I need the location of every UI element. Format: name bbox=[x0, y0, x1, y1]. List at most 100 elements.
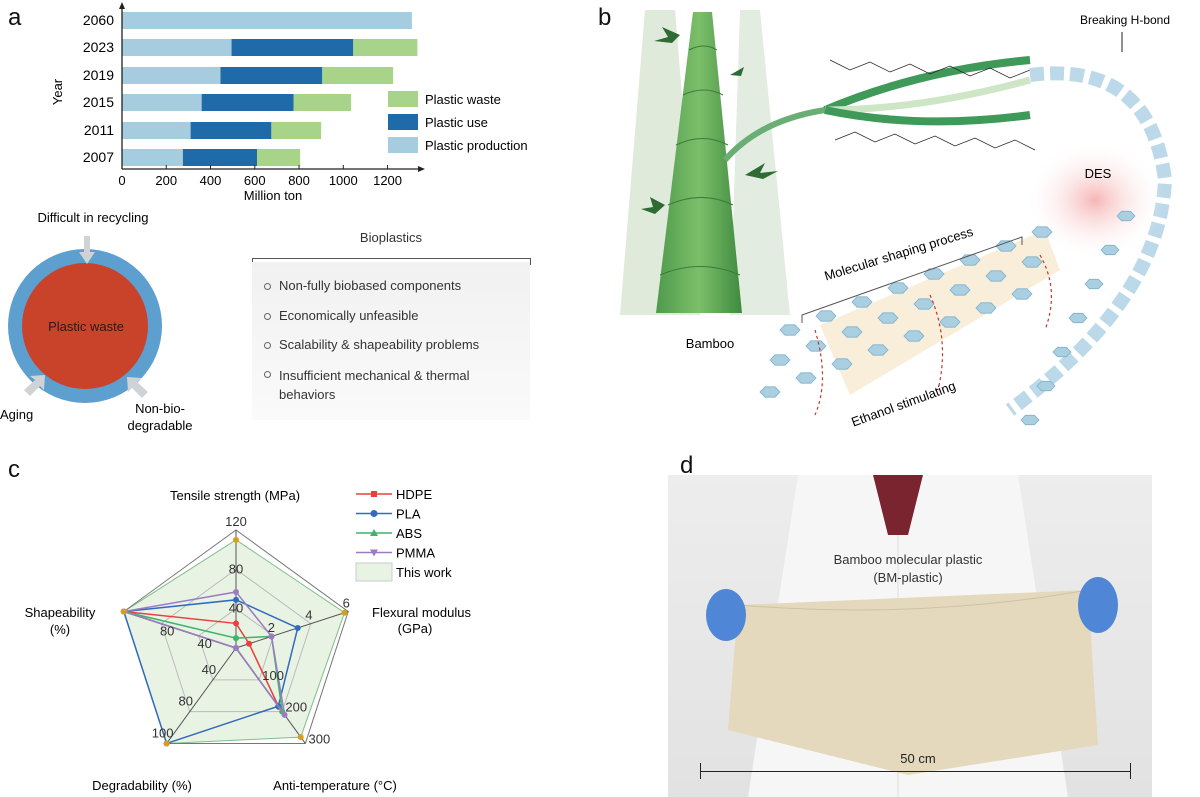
axis-label-shapeability-unit: (%) bbox=[50, 622, 70, 637]
shirt bbox=[873, 475, 923, 535]
hexagon bbox=[959, 254, 981, 266]
hexagon bbox=[923, 268, 945, 280]
hexagon bbox=[1100, 244, 1120, 256]
shaping-bracket bbox=[801, 236, 1023, 323]
point-pla bbox=[294, 624, 301, 631]
bar-2011-plastic-production bbox=[122, 122, 191, 139]
plastic-sheet bbox=[728, 590, 1098, 775]
bar-2007-plastic-production bbox=[122, 149, 183, 166]
bio-item: Scalability & shapeability problems bbox=[264, 337, 479, 352]
point-hdpe bbox=[233, 620, 239, 627]
x-tick-label: 1200 bbox=[373, 173, 402, 188]
hexagon bbox=[1031, 226, 1053, 238]
radar-tick-label: 40 bbox=[202, 662, 216, 677]
hexagon bbox=[831, 358, 853, 370]
series-pla-line bbox=[122, 599, 299, 745]
plastic-waste-label: Plastic waste bbox=[48, 319, 124, 334]
legend-label: Plastic use bbox=[425, 115, 488, 130]
breaking-hbond-label: Breaking H-bond bbox=[1080, 13, 1170, 27]
hexagon bbox=[1068, 312, 1088, 324]
bar-2023-plastic-waste bbox=[353, 39, 418, 56]
bar-2019-plastic-production bbox=[122, 67, 221, 84]
arrow-icons bbox=[24, 236, 148, 398]
point-pmma bbox=[281, 711, 288, 718]
radar-tick-label: 100 bbox=[152, 725, 174, 740]
year-tick-label: 2015 bbox=[83, 94, 114, 110]
aging-label: Aging bbox=[0, 407, 33, 422]
y-axis-arrow bbox=[119, 2, 125, 9]
x-tick-label: 1000 bbox=[329, 173, 358, 188]
hexagon bbox=[1021, 256, 1043, 268]
left-glove bbox=[706, 589, 746, 641]
y-axis-label: Year bbox=[50, 78, 65, 105]
photo-caption-abbrev: (BM-plastic) bbox=[873, 570, 943, 585]
bar-2011-plastic-use bbox=[190, 122, 272, 139]
hexagon bbox=[769, 354, 791, 366]
bar-2011-plastic-waste bbox=[271, 122, 322, 139]
bamboo-stalk bbox=[656, 12, 742, 313]
axis-label-flexural: Flexural modulus bbox=[372, 605, 471, 620]
photo-caption: Bamboo molecular plastic bbox=[833, 552, 983, 567]
radar-tick-label: 6 bbox=[343, 596, 350, 611]
des-glow bbox=[1025, 140, 1165, 260]
point-pmma bbox=[233, 645, 239, 651]
bar-2023-plastic-use bbox=[231, 39, 354, 56]
fiber-strand bbox=[722, 107, 826, 162]
axis-label-flexural-unit: (GPa) bbox=[398, 621, 433, 636]
square-marker-icon bbox=[371, 491, 377, 497]
year-tick-label: 2060 bbox=[83, 12, 114, 28]
bamboo-label: Bamboo bbox=[686, 336, 734, 351]
hexagon bbox=[805, 340, 827, 352]
point-this-work bbox=[341, 609, 348, 616]
point-pla bbox=[233, 596, 239, 603]
hexagon bbox=[975, 302, 997, 314]
cellulose-chain-right bbox=[1005, 66, 1173, 416]
photo-drawing bbox=[706, 475, 1118, 797]
bullet-icon bbox=[264, 283, 271, 290]
legend-label: Plastic production bbox=[425, 138, 528, 153]
arrow-down-icon bbox=[79, 236, 95, 264]
radar-tick-label: 120 bbox=[225, 514, 247, 529]
non-bio-label: Non-bio- bbox=[135, 401, 185, 416]
point-this-work bbox=[120, 608, 127, 615]
bio-item: Insufficient mechanical & thermal behavi… bbox=[264, 366, 504, 404]
panel-label-a: a bbox=[8, 4, 22, 31]
axis-label-anti-temperature: Anti-temperature (°C) bbox=[273, 778, 397, 793]
legend-label-hdpe: HDPE bbox=[396, 487, 432, 502]
hexagon bbox=[913, 298, 935, 310]
point-hdpe bbox=[246, 640, 253, 647]
year-tick-label: 2011 bbox=[84, 122, 114, 138]
arrow-up-right-icon bbox=[24, 375, 45, 396]
circle-marker-icon bbox=[370, 510, 378, 517]
plastic-waste-diagram: Plastic waste Difficult in recycling Agi… bbox=[0, 210, 193, 433]
des-label: DES bbox=[1085, 166, 1112, 181]
point-this-work bbox=[233, 536, 239, 543]
radar-tick-label: 300 bbox=[309, 731, 331, 746]
radar-tick-label: 40 bbox=[229, 601, 243, 616]
bio-item: Economically unfeasible bbox=[264, 308, 418, 323]
panel-label-d: d bbox=[680, 452, 694, 479]
bullet-icon bbox=[264, 313, 271, 320]
year-tick-label: 2019 bbox=[83, 67, 114, 83]
radar-tick-label: 100 bbox=[262, 668, 284, 683]
hexagon bbox=[1116, 210, 1136, 222]
hexagon bbox=[815, 310, 837, 322]
hexagon bbox=[867, 344, 889, 356]
bar-2007-plastic-waste bbox=[256, 149, 301, 166]
x-tick-label: 800 bbox=[288, 173, 310, 188]
bar-2019-plastic-use bbox=[220, 67, 323, 84]
bioplastics-list: Non-fully biobased components Economical… bbox=[252, 262, 530, 420]
radar-grid-ring bbox=[160, 568, 312, 713]
hexagon bbox=[877, 312, 899, 324]
legend-swatch bbox=[388, 137, 418, 153]
ethanol-boundaries bbox=[814, 254, 1053, 416]
point-this-work bbox=[163, 740, 170, 747]
point-pmma bbox=[268, 633, 275, 640]
bioplastics-title: Bioplastics bbox=[359, 230, 423, 245]
x-axis-arrow bbox=[418, 166, 425, 172]
hexagon-chains bbox=[759, 210, 1136, 426]
degradable-label: degradable bbox=[127, 418, 192, 433]
axis-label-shapeability: Shapeability bbox=[25, 605, 96, 620]
axis-label-tensile: Tensile strength (MPa) bbox=[170, 488, 300, 503]
legend-label-pmma: PMMA bbox=[396, 546, 435, 561]
